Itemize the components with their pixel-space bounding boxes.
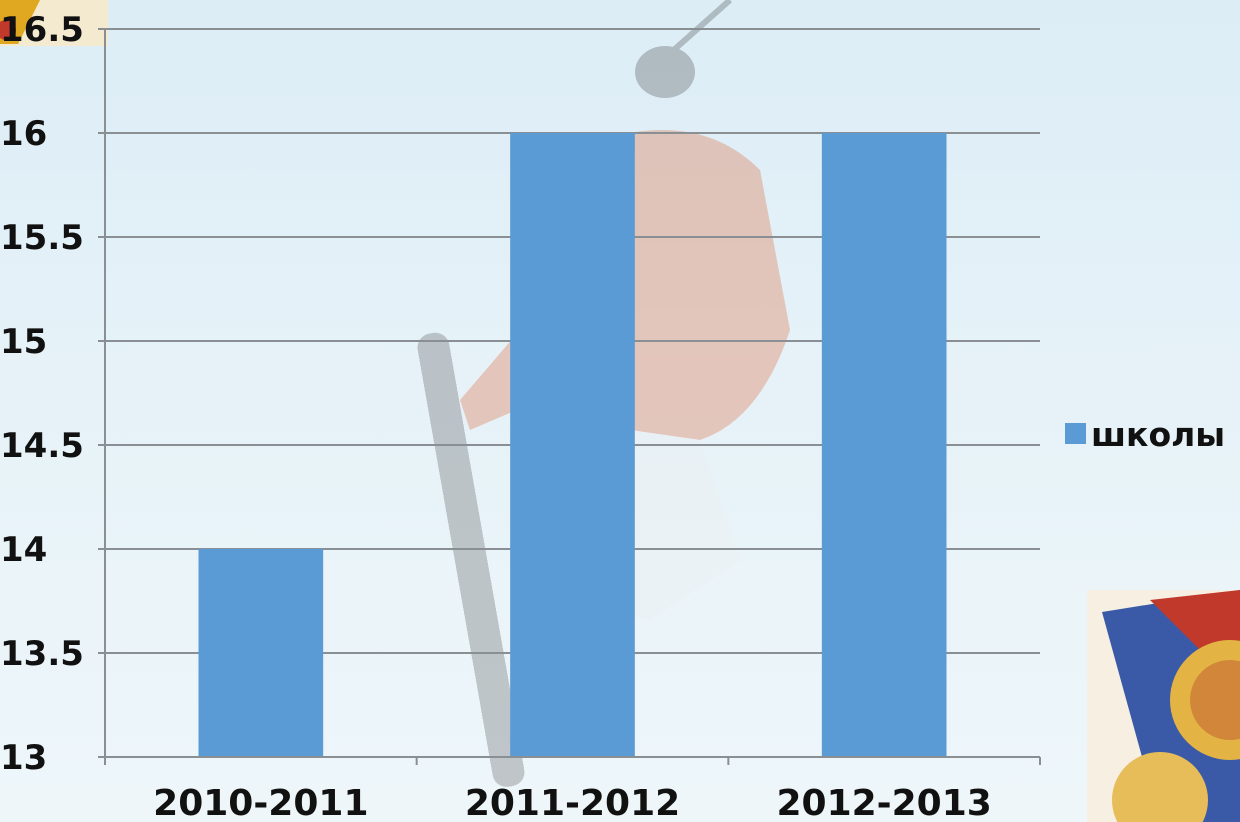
x-category-label: 2010-2011: [153, 783, 368, 822]
axes: [104, 29, 1041, 765]
bars: [198, 133, 947, 757]
y-tick-label: 16.5: [0, 10, 84, 50]
y-tick-label: 13.5: [0, 634, 84, 674]
bar-2010-2011: [198, 549, 324, 757]
x-category-label: 2012-2013: [776, 783, 991, 822]
legend: школы: [1065, 415, 1225, 454]
y-tick-label: 15: [0, 322, 47, 362]
y-tick-label: 15.5: [0, 218, 84, 258]
sports-society-badge-icon: [1087, 590, 1240, 822]
legend-label: школы: [1091, 415, 1225, 454]
y-axis-ticks: 13 13.5 14 14.5 15 15.5 16 16.5: [0, 10, 105, 778]
y-tick-label: 14: [0, 530, 47, 570]
y-tick-label: 13: [0, 738, 47, 778]
bar-2012-2013: [821, 133, 947, 757]
legend-swatch: [1065, 423, 1086, 444]
x-category-label: 2011-2012: [465, 783, 680, 822]
x-axis-categories: 2010-2011 2011-2012 2012-2013: [153, 783, 992, 822]
y-tick-label: 14.5: [0, 426, 84, 466]
golden-emblem-icon: [0, 0, 108, 46]
bar-2011-2012: [510, 133, 635, 757]
y-tick-label: 16: [0, 114, 47, 154]
